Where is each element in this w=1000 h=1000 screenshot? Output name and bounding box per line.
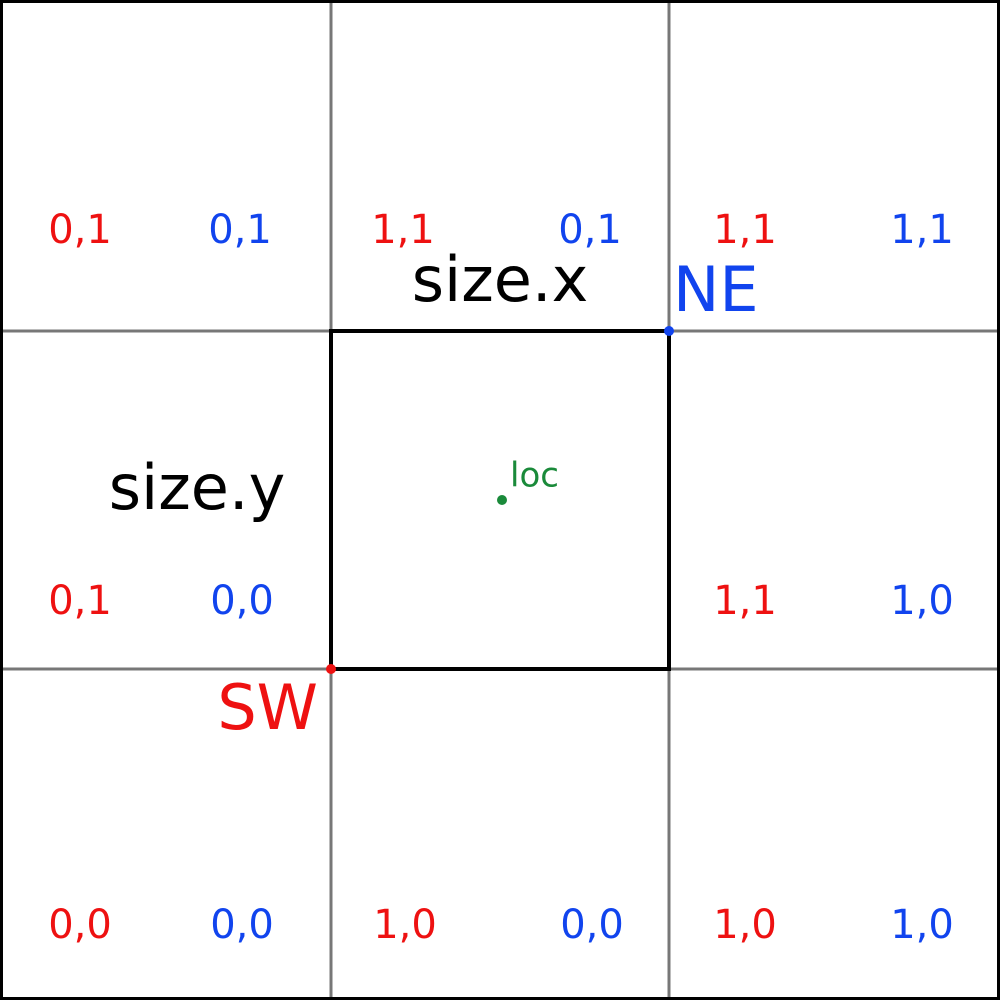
red-cell-label: 1,1 [371,207,435,253]
red-cell-label: 0,1 [48,207,112,253]
red-cell-label: 1,1 [713,578,777,624]
red-cell-label: 1,1 [713,207,777,253]
red-cell-label: 1,0 [373,902,437,948]
blue-cell-label: 1,0 [890,902,954,948]
blue-cell-label: 0,0 [560,902,624,948]
red-cell-label: 1,0 [713,902,777,948]
ne-point [664,326,674,336]
center-cell [329,329,671,671]
size-x-label: size.x [412,243,589,316]
blue-cell-label: 0,1 [208,207,272,253]
red-cell-label: 0,0 [48,902,112,948]
red-cell-label: 0,1 [48,578,112,624]
loc-label: loc [510,456,559,496]
sw-label: SW [217,671,318,744]
blue-cell-label: 1,0 [890,578,954,624]
blue-cell-label: 0,1 [558,207,622,253]
sw-point [326,664,336,674]
size-y-label: size.y [109,451,286,524]
blue-cell-label: 1,1 [890,207,954,253]
cell-labels: 0,1 0,1 1,1 0,1 1,1 1,1 0,1 0,0 1,1 1,0 0,0 0,0 1,0 0… [48,207,954,948]
ne-label: NE [673,253,759,326]
loc-point [497,495,507,505]
blue-cell-label: 0,0 [210,578,274,624]
blue-cell-label: 0,0 [210,902,274,948]
